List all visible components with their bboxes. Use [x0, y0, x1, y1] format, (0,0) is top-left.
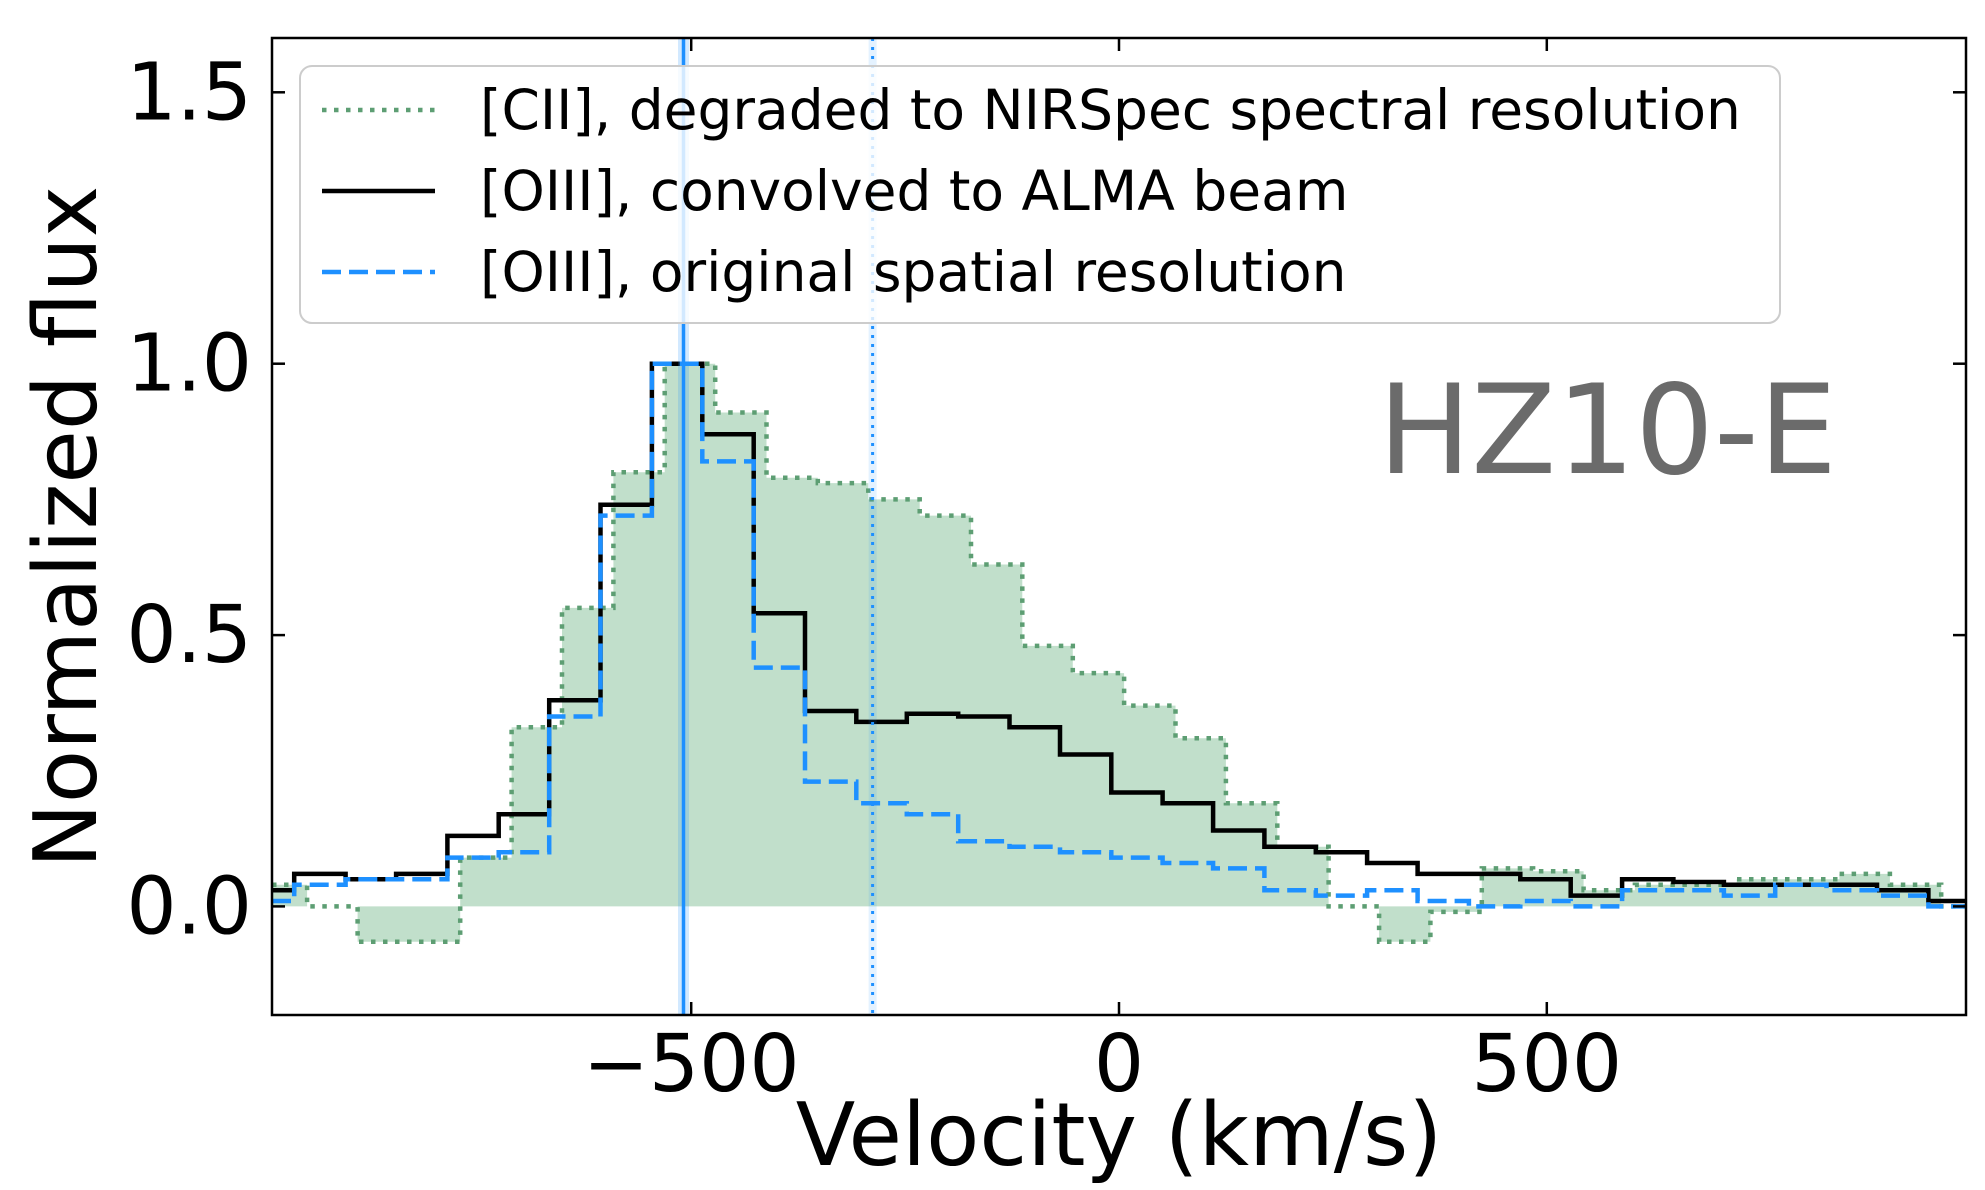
legend: [CII], degraded to NIRSpec spectral reso…: [299, 65, 1781, 324]
x-tick-label: −500: [583, 1018, 800, 1110]
oiii-original-resolution-step-line: [272, 361, 1966, 909]
x-tick-label: 500: [1471, 1018, 1622, 1110]
y-axis-label: Normalized flux: [15, 186, 117, 868]
plot-area: [272, 38, 1966, 1015]
legend-label-oiii-alma: [OIII], convolved to ALMA beam: [480, 159, 1348, 223]
y-tick-label: 0.0: [126, 860, 252, 952]
y-tick-label: 1.5: [126, 46, 252, 138]
legend-label-cii: [CII], degraded to NIRSpec spectral reso…: [480, 78, 1741, 142]
axis-ticks: −500 0 500 0.0 0.5 1.0 1.5: [126, 38, 1966, 1110]
cii-filled-area: [272, 363, 1966, 942]
legend-label-oiii-original: [OIII], original spatial resolution: [480, 240, 1347, 304]
source-name-annotation: HZ10-E: [1378, 359, 1837, 503]
x-tick-label: 0: [1094, 1018, 1144, 1110]
y-tick-label: 0.5: [126, 589, 252, 681]
y-tick-label: 1.0: [126, 318, 252, 410]
legend-box: [299, 65, 1781, 324]
x-axis-label: Velocity (km/s): [796, 1084, 1443, 1186]
oiii-alma-beam-step-line: [272, 361, 1966, 904]
